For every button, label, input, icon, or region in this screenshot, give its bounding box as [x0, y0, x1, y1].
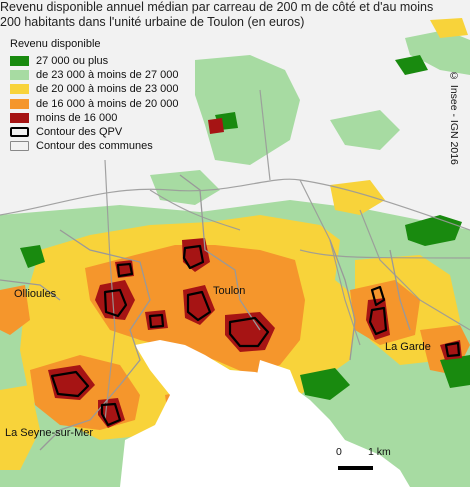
- scale-label-one-km: 1 km: [368, 446, 391, 458]
- legend-item-20000-23000: de 20 000 à moins de 23 000: [10, 82, 179, 96]
- legend-item-qpv: Contour des QPV: [10, 125, 179, 139]
- legend-label: 27 000 ou plus: [36, 55, 109, 68]
- legend-label: moins de 16 000: [36, 111, 118, 124]
- legend-swatch-16000-20000: [10, 98, 29, 109]
- place-label-ollioules: Ollioules: [14, 288, 57, 300]
- map-title: Revenu disponible annuel médian par carr…: [0, 0, 466, 30]
- legend-label: Contour des communes: [36, 140, 153, 153]
- qpv-outline-icon: [10, 127, 29, 138]
- legend-item-23000-27000: de 23 000 à moins de 27 000: [10, 68, 179, 82]
- legend: Revenu disponible 27 000 ou plus de 23 0…: [10, 38, 179, 153]
- title-line-2: 200 habitants dans l'unité urbaine de To…: [0, 15, 305, 29]
- legend-item-communes: Contour des communes: [10, 139, 179, 153]
- legend-item-16000-20000: de 16 000 à moins de 20 000: [10, 97, 179, 111]
- title-line-1: Revenu disponible annuel médian par carr…: [0, 0, 434, 14]
- legend-item-27000-plus: 27 000 ou plus: [10, 54, 179, 68]
- legend-swatch-below-16000: [10, 112, 29, 123]
- legend-swatch-27000-plus: [10, 56, 29, 67]
- legend-swatch-20000-23000: [10, 84, 29, 95]
- place-label-la-garde: La Garde: [385, 341, 431, 353]
- scale-bar: 0 1 km: [334, 446, 391, 476]
- place-label-la-seyne-sur-mer: La Seyne-sur-Mer: [5, 427, 94, 439]
- commune-outline-icon: [10, 141, 29, 152]
- scale-bar-line: [338, 466, 373, 470]
- legend-label: Contour des QPV: [36, 126, 123, 139]
- sea: [120, 340, 410, 487]
- source-credit: © Insee - IGN 2016: [448, 70, 460, 165]
- scale-label-zero: 0: [336, 446, 342, 458]
- qpv-outlines: [50, 244, 461, 427]
- legend-heading: Revenu disponible: [10, 38, 101, 50]
- legend-label: de 23 000 à moins de 27 000: [36, 69, 179, 82]
- legend-label: de 16 000 à moins de 20 000: [36, 97, 179, 110]
- commune-outlines: [0, 174, 411, 451]
- legend-item-below-16000: moins de 16 000: [10, 111, 179, 125]
- place-label-toulon: Toulon: [213, 285, 246, 297]
- legend-label: de 20 000 à moins de 23 000: [36, 83, 179, 96]
- legend-swatch-23000-27000: [10, 70, 29, 81]
- roads: [0, 89, 470, 421]
